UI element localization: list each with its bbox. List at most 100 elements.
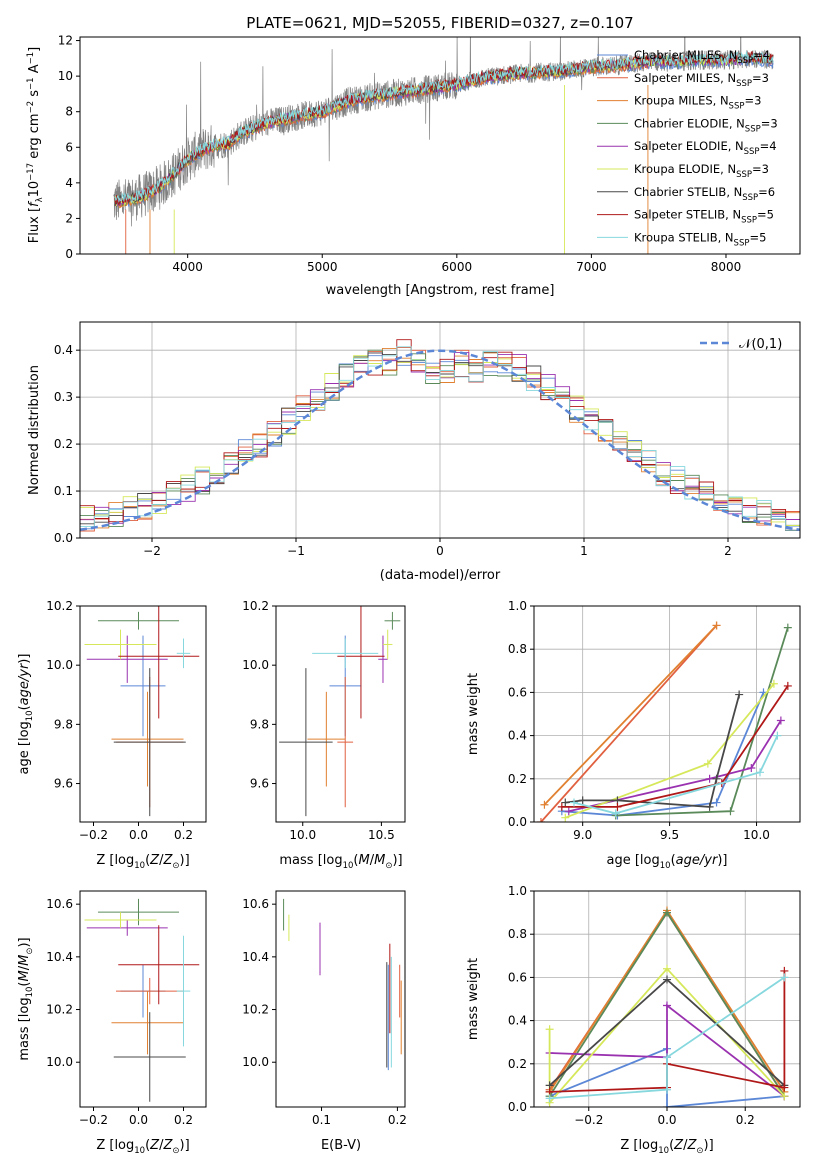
age-vs-z-panel: −0.2 0.0 0.2 9.6 9.8 10.0 10.2 Z [log10(Z/Z⊙)] a… <box>17 599 207 871</box>
y-tick-label: 0.1 <box>54 484 73 498</box>
point-marker <box>557 802 566 811</box>
y-tick-label: 10 <box>58 69 73 83</box>
y-tick-label: 1.0 <box>508 599 527 613</box>
y-tick-label: 0.4 <box>508 1014 527 1028</box>
y-tick-label: 10.6 <box>242 897 269 911</box>
legend-entry: Chabrier ELODIE, NSSP=3 <box>634 116 778 134</box>
x-tick-label: 8000 <box>711 260 742 274</box>
y-tick-label: 9.8 <box>54 717 73 731</box>
error-bars <box>279 606 401 817</box>
series-lines <box>536 621 792 822</box>
series-line-kroupa-stelib <box>573 735 779 815</box>
point-marker <box>663 1053 671 1062</box>
y-tick-label: 0.2 <box>508 772 527 786</box>
y-tick-label: 0.4 <box>508 729 527 743</box>
point-marker <box>545 1025 554 1034</box>
axes-frame <box>275 890 406 1108</box>
histograms <box>80 339 800 532</box>
x-tick-label: 9.5 <box>660 828 679 842</box>
point-marker <box>536 818 545 822</box>
y-tick-label: 10.2 <box>242 599 269 613</box>
point-marker <box>613 802 622 811</box>
point-marker <box>783 681 792 690</box>
y-tick-label: 0.6 <box>508 685 527 699</box>
x-tick-label: −0.2 <box>574 1113 603 1127</box>
point-marker <box>756 768 765 777</box>
axes-frame <box>79 36 801 255</box>
x-tick-label: −1 <box>287 544 305 558</box>
y-tick-label: 6 <box>65 140 73 154</box>
axes-frame <box>79 605 207 823</box>
x-axis-label: Z [log10(Z/Z⊙)] <box>96 1138 189 1156</box>
x-axis-label: wavelength [Angstrom, rest frame] <box>326 283 555 298</box>
x-tick-label: 0.2 <box>736 1113 755 1127</box>
x-tick-label: 0.2 <box>174 828 193 842</box>
point-marker <box>783 623 792 632</box>
point-marker <box>663 1085 671 1094</box>
point-marker <box>663 975 671 984</box>
mass-vs-z-panel: −0.2 0.0 0.2 10.0 10.2 10.4 10.6 Z [log10(Z/Z⊙)… <box>17 890 207 1156</box>
y-tick-label: 0.2 <box>54 437 73 451</box>
y-tick-label: 9.6 <box>54 777 73 791</box>
point-marker <box>712 774 721 783</box>
x-tick-label: 0 <box>436 544 444 558</box>
x-tick-label: 0.0 <box>129 828 148 842</box>
mass-weight-vs-z-panel: −0.2 0.0 0.2 0.0 0.2 0.4 0.6 0.8 1.0 Z [log10(Z/Z… <box>466 884 801 1156</box>
y-tick-label: 0.8 <box>508 642 527 656</box>
y-axis-label: mass weight <box>466 673 481 755</box>
point-marker <box>545 1094 554 1103</box>
legend-entry: Salpeter MILES, NSSP=3 <box>634 71 769 89</box>
x-tick-label: 0.2 <box>174 1113 193 1127</box>
point-marker <box>663 908 671 917</box>
age-vs-mass-panel: 10.0 10.5 9.6 9.8 10.0 10.2 mass [log10(M/M⊙)] <box>242 599 406 871</box>
y-axis-label: mass weight <box>466 958 481 1040</box>
legend-entry: Salpeter STELIB, NSSP=5 <box>634 208 774 226</box>
series-line-salpeter-elodie <box>549 1003 785 1097</box>
point-marker <box>663 964 671 973</box>
legend-entry: Chabrier STELIB, NSSP=6 <box>634 185 775 203</box>
legend-entry: Kroupa ELODIE, NSSP=3 <box>634 162 769 180</box>
y-tick-label: 10.2 <box>46 599 73 613</box>
y-tick-label: 10.0 <box>242 1055 269 1069</box>
x-tick-label: 10.5 <box>368 828 395 842</box>
series-line-chabrier-miles <box>561 692 765 817</box>
point-marker <box>780 1083 789 1092</box>
y-axis-label: Flux [fλ10−17 erg cm−2 s−1 A−1] <box>26 47 45 243</box>
series-lines <box>545 906 789 1107</box>
x-axis-label: mass [log10(M/M⊙)] <box>279 853 402 871</box>
axes-frame <box>533 605 801 823</box>
x-tick-label: 2 <box>724 544 732 558</box>
point-marker <box>564 807 573 816</box>
point-marker <box>712 798 721 807</box>
point-marker <box>540 800 549 809</box>
point-marker <box>747 764 756 772</box>
point-marker <box>780 1092 789 1101</box>
x-tick-label: 9.0 <box>573 828 592 842</box>
y-tick-label: 0.2 <box>508 1057 527 1071</box>
histogram-salpeter-stelib <box>80 339 800 531</box>
y-tick-label: 9.8 <box>250 717 269 731</box>
y-tick-label: 10.0 <box>242 658 269 672</box>
series-line-salpeter-miles <box>540 624 718 822</box>
x-tick-label: 0.0 <box>657 1113 676 1127</box>
x-axis-label: (data-model)/error <box>380 568 501 583</box>
x-axis-label: Z [log10(Z/Z⊙)] <box>96 853 189 871</box>
y-tick-label: 0.0 <box>508 815 527 829</box>
x-tick-label: 6000 <box>442 260 473 274</box>
legend: Chabrier MILES, NSSP=4 Salpeter MILES, NS… <box>597 48 778 248</box>
point-marker <box>663 1001 671 1010</box>
point-marker <box>769 679 778 688</box>
y-tick-label: 0.4 <box>54 343 73 357</box>
mass-vs-ebv-panel: 0.1 0.2 10.0 10.2 10.4 10.6 E(B-V) <box>242 890 407 1153</box>
axes-frame <box>79 890 207 1108</box>
point-marker <box>578 796 587 805</box>
x-tick-label: 5000 <box>307 260 338 274</box>
point-marker <box>705 802 714 811</box>
spectrum-panel: 4000 5000 6000 7000 8000 0 2 4 6 8 10 12 wavelength … <box>26 34 801 298</box>
y-tick-label: 10.2 <box>46 1003 73 1017</box>
y-tick-label: 1.0 <box>508 884 527 898</box>
y-tick-label: 12 <box>58 34 73 48</box>
y-tick-label: 9.6 <box>250 777 269 791</box>
error-bars <box>84 606 200 817</box>
y-tick-label: 0.3 <box>54 390 73 404</box>
